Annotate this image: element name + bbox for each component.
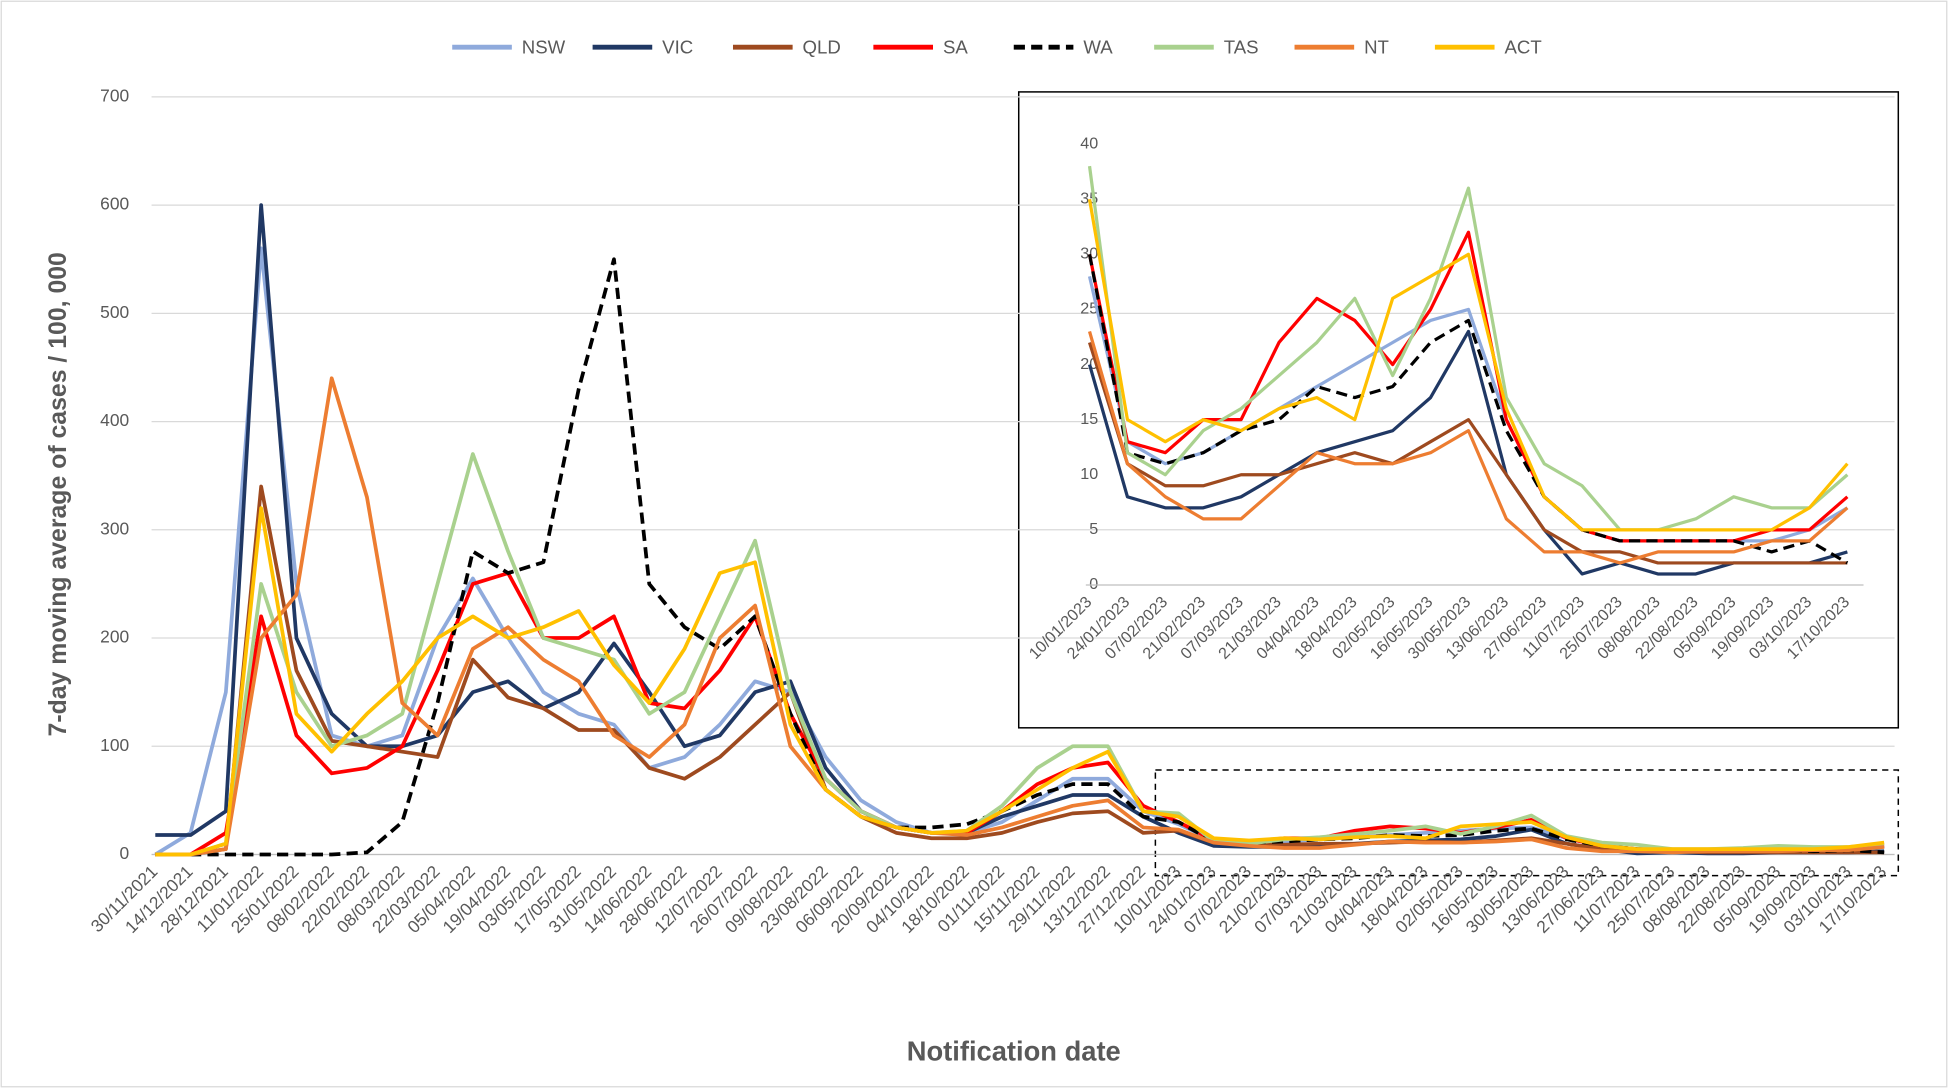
legend-label: QLD (803, 36, 841, 57)
series-line (155, 452, 1885, 857)
series-line (1087, 253, 1849, 565)
series-line (1087, 198, 1849, 532)
y-tick-label: 400 (100, 410, 129, 430)
inset-frame (1017, 91, 1900, 729)
legend-label: NT (1364, 36, 1389, 57)
y-tick-label: 200 (100, 627, 129, 647)
series-line (1087, 331, 1849, 565)
legend-label: TAS (1224, 36, 1259, 57)
series-line (155, 257, 1885, 857)
series-line (155, 484, 1885, 857)
y-tick-label: 25 (1080, 300, 1098, 318)
legend-label: SA (943, 36, 968, 57)
y-tick-label: 100 (100, 735, 129, 755)
y-axis-title: 7-day moving average of cases / 100, 000 (45, 252, 72, 736)
y-tick-label: 30 (1080, 245, 1098, 263)
x-axis-title: Notification date (907, 1035, 1121, 1066)
y-tick-label: 5 (1089, 520, 1098, 538)
legend-label: WA (1083, 36, 1113, 57)
y-tick-label: 0 (120, 843, 130, 863)
y-tick-label: 700 (100, 85, 129, 105)
legend-label: VIC (662, 36, 693, 57)
series-line (155, 506, 1885, 857)
y-tick-label: 40 (1080, 134, 1098, 152)
y-tick-label: 10 (1080, 465, 1098, 483)
y-tick-label: 600 (100, 194, 129, 214)
series-line (1087, 329, 1848, 576)
y-tick-label: 300 (100, 518, 129, 538)
y-tick-label: 500 (100, 302, 129, 322)
legend-label: NSW (522, 36, 566, 57)
series-line (1087, 342, 1848, 565)
legend-label: ACT (1504, 36, 1541, 57)
series-line (155, 376, 1885, 857)
y-tick-label: 0 (1089, 575, 1098, 593)
y-tick-label: 15 (1080, 410, 1098, 428)
